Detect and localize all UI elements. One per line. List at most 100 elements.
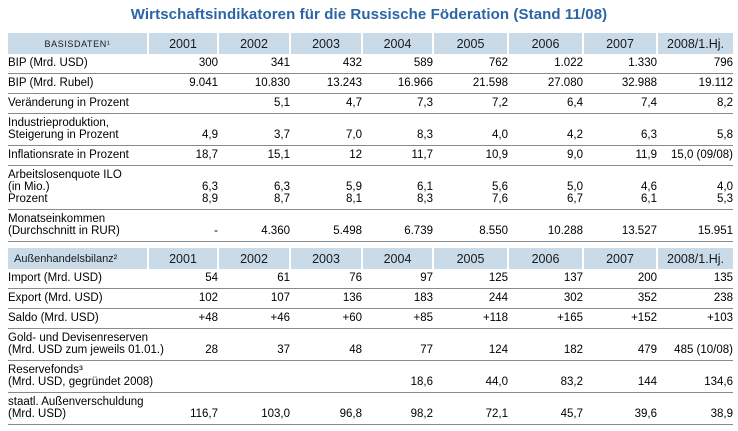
value-line: 8,2 <box>717 97 733 109</box>
value-line: 32.988 <box>621 77 657 89</box>
table-row: Industrieproduktion, Steigerung in Prozen… <box>8 113 733 146</box>
value-cell: 4,0 5,3 <box>657 165 733 210</box>
value-line: 6,4 <box>567 97 583 109</box>
table-row: Gold- und Devisenreserven (Mrd. USD zum j… <box>8 328 733 361</box>
row-label-cell: Arbeitslosenquote ILO (in Mio.) Prozent <box>8 165 148 210</box>
value-cell: +165 <box>508 308 583 329</box>
row-label-line: Veränderung in Prozent <box>8 97 129 109</box>
value-line: 244 <box>488 292 508 304</box>
row-label-cell: BIP (Mrd. Rubel) <box>8 73 148 94</box>
value-line: 200 <box>637 272 657 284</box>
value-cell: 32.988 <box>583 73 657 94</box>
year-header-cell: 2001 <box>147 248 218 269</box>
value-line: 4,6 <box>641 181 657 193</box>
value-line: 96,8 <box>339 408 362 420</box>
row-label-line: Monatseinkommen <box>8 213 106 225</box>
value-cell: 589 <box>362 54 433 74</box>
value-cell: 7,2 <box>433 93 508 114</box>
value-cell: 96,8 <box>290 392 362 425</box>
value-cell: 5,8 <box>657 113 733 146</box>
value-cell: 244 <box>433 288 508 309</box>
value-cell: 76 <box>290 269 362 289</box>
value-cell: 54 <box>148 269 218 289</box>
value-cell: 9.041 <box>148 73 218 94</box>
row-label-line: (in Mio.) <box>8 181 50 193</box>
value-line: 341 <box>270 57 290 69</box>
value-cell: 107 <box>218 288 290 309</box>
year-header-cell: 2005 <box>432 33 508 54</box>
value-line: 7,0 <box>346 129 362 141</box>
year-header-cell: 2001 <box>147 33 218 54</box>
row-label-cell: Import (Mrd. USD) <box>8 269 148 289</box>
value-line: 432 <box>342 57 362 69</box>
value-cell: 6,3 <box>583 113 657 146</box>
value-cell: +152 <box>583 308 657 329</box>
table-row: Veränderung in Prozent 5,1 4,7 7,3 7,2 6,4 7,4… <box>8 93 733 114</box>
value-line: 13.527 <box>621 225 657 237</box>
value-cell: 97 <box>362 269 433 289</box>
value-line: 485 (10/08) <box>674 344 733 356</box>
year-header-cell: 2003 <box>289 248 362 269</box>
value-line: 1.330 <box>628 57 657 69</box>
value-line: 4.360 <box>261 225 290 237</box>
value-cell: 13.243 <box>290 73 362 94</box>
year-header-cell: 2002 <box>217 248 290 269</box>
value-line: 5,6 <box>492 181 508 193</box>
value-line: 54 <box>205 272 218 284</box>
value-line: 300 <box>198 57 218 69</box>
row-label-cell: Saldo (Mrd. USD) <box>8 308 148 329</box>
value-line: 45,7 <box>560 408 583 420</box>
value-line: 107 <box>270 292 290 304</box>
value-line: 1.022 <box>554 57 583 69</box>
value-cell: 7,4 <box>583 93 657 114</box>
table-row: Arbeitslosenquote ILO (in Mio.) Prozent 6,3… <box>8 165 733 210</box>
value-line: 238 <box>713 292 733 304</box>
year-header-cell: 2003 <box>289 33 362 54</box>
value-cell: 44,0 <box>433 360 508 393</box>
year-header-cell: 2008/1.Hj. <box>656 248 733 269</box>
value-line: +152 <box>631 312 657 324</box>
value-cell: 1.022 <box>508 54 583 74</box>
value-cell: 15,0 (09/08) <box>657 145 733 166</box>
row-label-line: Industrieproduktion, <box>8 117 110 129</box>
value-line: 8,3 <box>417 193 433 205</box>
table-row: Inflationsrate in Prozent 18,7 15,1 12 11,7 1… <box>8 145 733 166</box>
value-cell: 352 <box>583 288 657 309</box>
year-header-cell: 2004 <box>361 248 433 269</box>
value-cell: 4,0 <box>433 113 508 146</box>
value-line: 796 <box>713 57 733 69</box>
value-cell: 479 <box>583 328 657 361</box>
value-cell: 124 <box>433 328 508 361</box>
value-cell: 5.498 <box>290 209 362 242</box>
value-line: 7,2 <box>492 97 508 109</box>
value-line: 4,7 <box>346 97 362 109</box>
value-line: 4,9 <box>202 129 218 141</box>
year-header-cell: 2004 <box>361 33 433 54</box>
row-label-line: Saldo (Mrd. USD) <box>8 312 99 324</box>
row-label-line: staatl. Außenverschuldung <box>8 396 144 408</box>
value-line: 9,0 <box>567 149 583 161</box>
value-cell: 302 <box>508 288 583 309</box>
indicator-table-body: BASISDATEN¹ 2001 2002 2003 2004 2005 2006 2007 2… <box>8 33 733 425</box>
value-cell: 200 <box>583 269 657 289</box>
value-cell: +60 <box>290 308 362 329</box>
row-label-line: Gold- und Devisenreserven <box>8 332 148 344</box>
value-line: 10.288 <box>547 225 583 237</box>
value-cell: 19.112 <box>657 73 733 94</box>
value-line: 5,1 <box>274 97 290 109</box>
value-line: 77 <box>420 344 433 356</box>
value-cell: 183 <box>362 288 433 309</box>
value-line: 103,0 <box>261 408 290 420</box>
value-cell: 11,9 <box>583 145 657 166</box>
value-cell: 9,0 <box>508 145 583 166</box>
value-line: 19.112 <box>698 77 733 89</box>
value-cell: 11,7 <box>362 145 433 166</box>
value-line: 183 <box>413 292 433 304</box>
value-line: 137 <box>563 272 583 284</box>
value-line: 116,7 <box>190 408 218 420</box>
year-header-cell: 2007 <box>582 33 657 54</box>
table-row: Export (Mrd. USD) 102 107 136 183 244 302 352 23… <box>8 288 733 309</box>
value-line: 352 <box>637 292 657 304</box>
section-title-cell: BASISDATEN¹ <box>8 33 148 54</box>
value-cell: 45,7 <box>508 392 583 425</box>
